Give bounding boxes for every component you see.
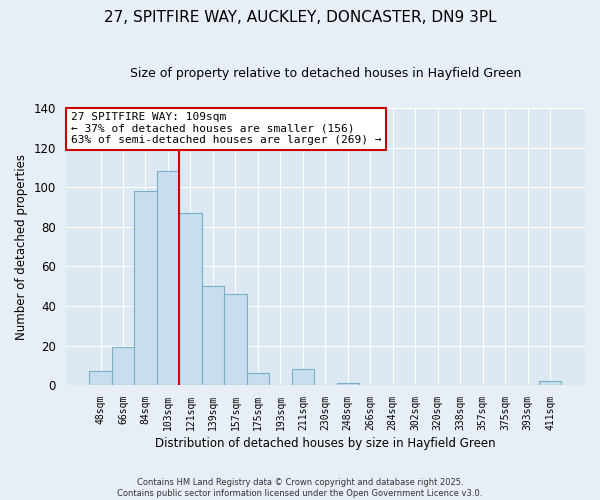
Bar: [89, 371, 112, 385]
Bar: [112, 348, 134, 385]
Bar: [292, 370, 314, 385]
Text: 27, SPITFIRE WAY, AUCKLEY, DONCASTER, DN9 3PL: 27, SPITFIRE WAY, AUCKLEY, DONCASTER, DN…: [104, 10, 496, 25]
Bar: [224, 294, 247, 385]
Bar: [337, 383, 359, 385]
Text: 27 SPITFIRE WAY: 109sqm
← 37% of detached houses are smaller (156)
63% of semi-d: 27 SPITFIRE WAY: 109sqm ← 37% of detache…: [71, 112, 382, 146]
Title: Size of property relative to detached houses in Hayfield Green: Size of property relative to detached ho…: [130, 68, 521, 80]
Bar: [157, 172, 179, 385]
X-axis label: Distribution of detached houses by size in Hayfield Green: Distribution of detached houses by size …: [155, 437, 496, 450]
Bar: [134, 191, 157, 385]
Bar: [202, 286, 224, 385]
Bar: [539, 381, 562, 385]
Bar: [247, 373, 269, 385]
Text: Contains HM Land Registry data © Crown copyright and database right 2025.
Contai: Contains HM Land Registry data © Crown c…: [118, 478, 482, 498]
Bar: [179, 213, 202, 385]
Y-axis label: Number of detached properties: Number of detached properties: [15, 154, 28, 340]
